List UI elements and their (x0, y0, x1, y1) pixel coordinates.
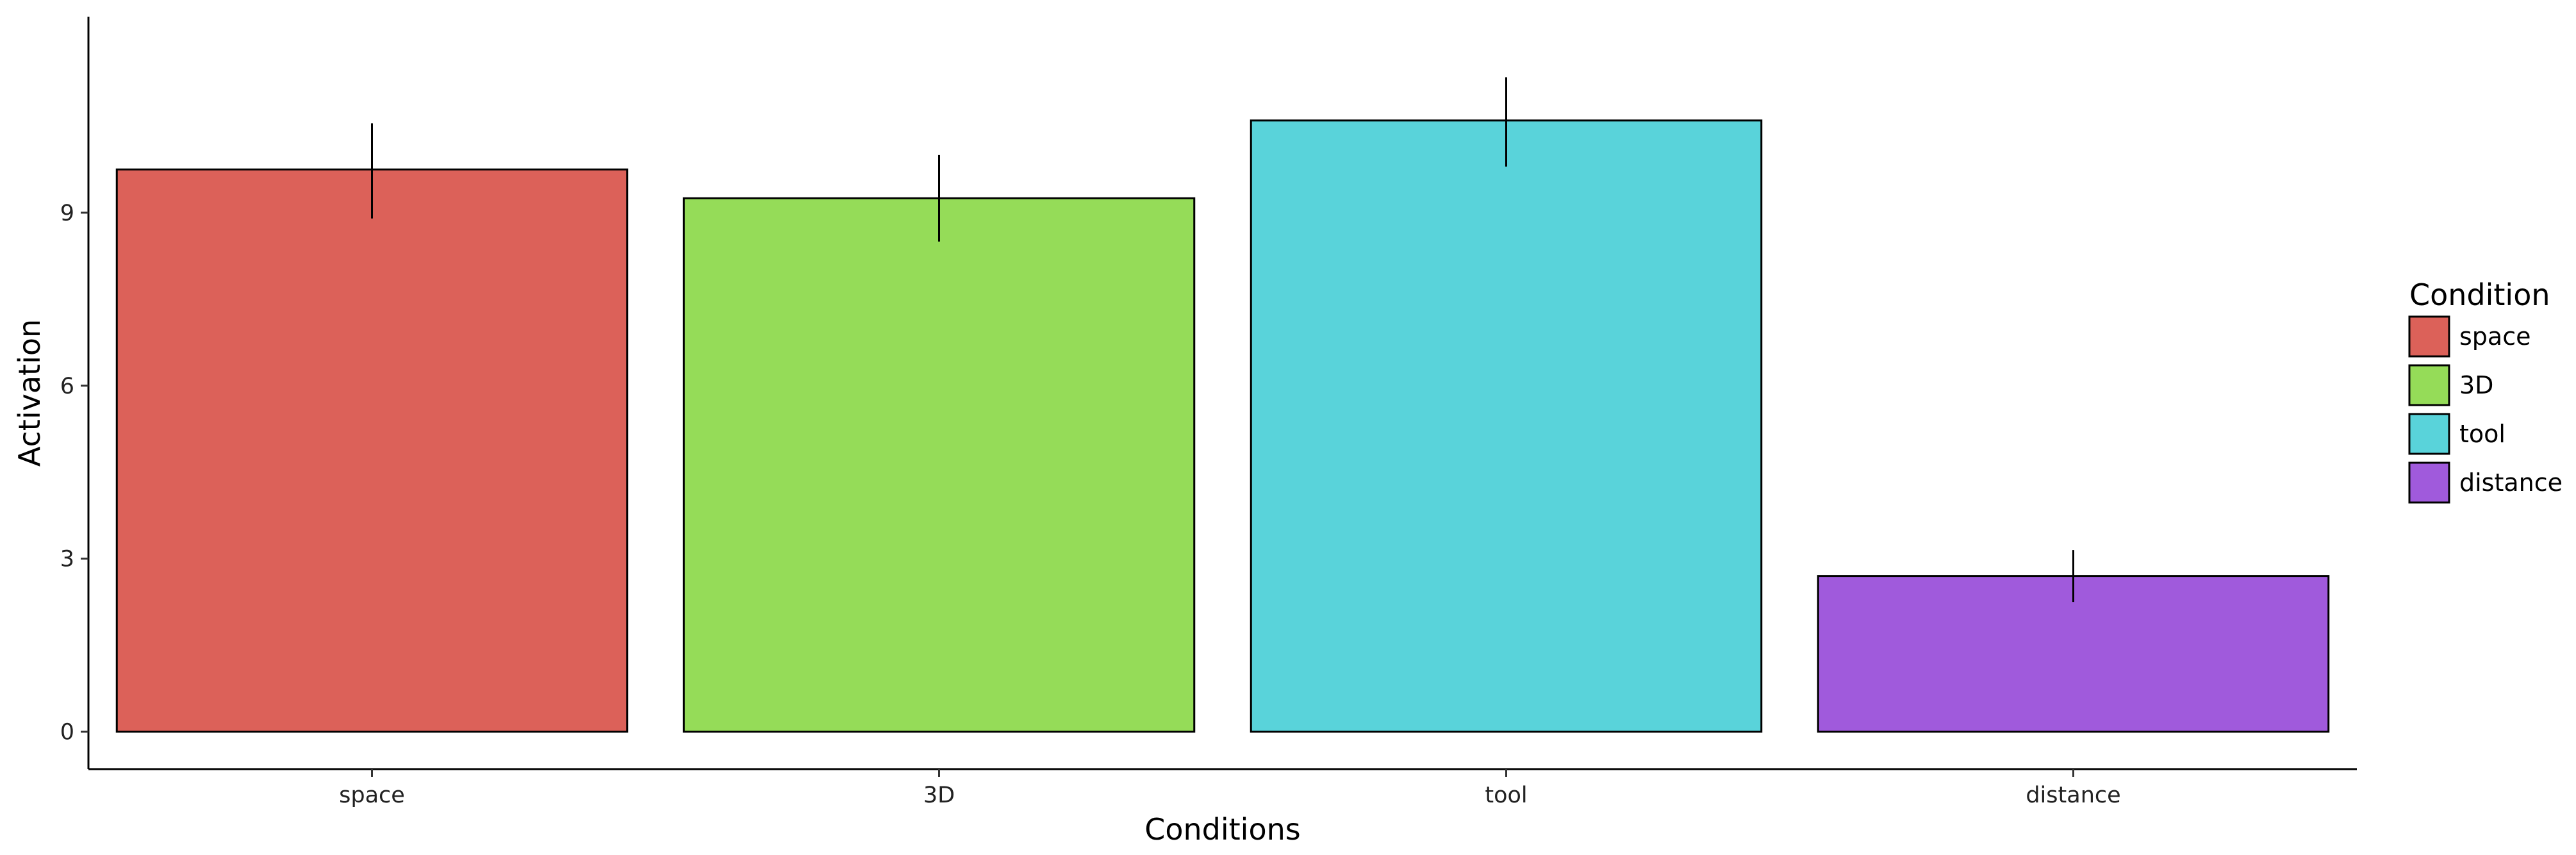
legend-key-3d (2408, 364, 2450, 406)
y-tick-label: 3 (60, 547, 74, 572)
bar-3d (682, 197, 1196, 733)
legend-label-tool: tool (2459, 420, 2506, 448)
legend-items: space 3D tool distance (2408, 315, 2563, 504)
legend-label-3d: 3D (2459, 371, 2493, 399)
x-tick-label: 3D (923, 783, 955, 808)
legend: Condition space 3D tool distance (2408, 278, 2563, 504)
y-tick-label: 9 (60, 201, 74, 226)
legend-key-distance (2408, 461, 2450, 504)
x-tick-label: space (339, 783, 405, 808)
y-tick-label: 6 (60, 374, 74, 399)
y-tick-label: 0 (60, 720, 74, 745)
bar-tool (1250, 119, 1763, 733)
legend-title: Condition (2409, 278, 2550, 312)
y-axis-title: Activation (12, 319, 47, 467)
x-tick-label: tool (1485, 783, 1527, 808)
y-ticks: 0 3 6 9 (60, 201, 88, 745)
legend-label-distance: distance (2459, 469, 2563, 497)
bar-space (115, 168, 629, 733)
x-ticks: space 3D tool distance (339, 769, 2121, 808)
legend-key-tool (2408, 413, 2450, 455)
x-tick-label: distance (2026, 783, 2120, 808)
x-axis-title: Conditions (1144, 812, 1300, 847)
error-bars-layer (371, 77, 2074, 602)
bars-layer (115, 119, 2330, 733)
legend-key-space (2408, 315, 2450, 358)
legend-label-space: space (2459, 322, 2531, 351)
